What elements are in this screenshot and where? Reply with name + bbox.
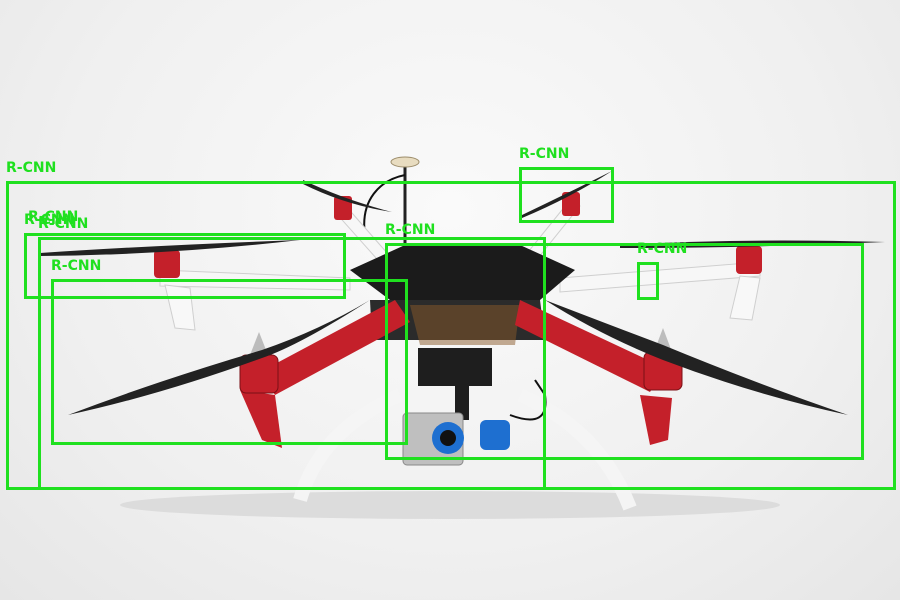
detection-label: R-CNN — [385, 222, 436, 238]
detection-label: R-CNN — [6, 160, 57, 176]
gps-puck — [390, 156, 420, 168]
gimbal-mount — [418, 348, 492, 386]
detection-label: R-CNN — [38, 216, 89, 232]
detection-label: R-CNN — [637, 241, 688, 257]
leg-front-left — [240, 390, 282, 448]
motor-back-cl — [334, 196, 352, 220]
cable — [363, 174, 406, 236]
motor-back-cr — [562, 192, 580, 216]
gimbal-motor — [480, 420, 510, 450]
detection-box — [519, 167, 614, 223]
leg-front-right — [640, 395, 672, 445]
motor-back-right — [736, 246, 762, 274]
detection-label: R-CNN — [28, 209, 79, 225]
detection-box — [637, 262, 659, 300]
detection-label: R-CNN — [24, 212, 75, 228]
wiring — [410, 305, 520, 345]
detection-label: R-CNN — [519, 146, 570, 162]
detection-box — [38, 237, 546, 490]
leg-back-right — [729, 275, 761, 321]
detection-box — [24, 233, 346, 299]
arm-front-left — [260, 300, 410, 395]
landing-gear — [293, 388, 637, 511]
gimbal-arm — [455, 380, 469, 420]
ground-shadow — [120, 491, 780, 519]
arm-front-right — [515, 300, 665, 392]
arm-back-right — [559, 261, 761, 293]
camera-lens-inner — [440, 430, 456, 446]
detection-box — [51, 279, 408, 445]
detection-box — [385, 243, 864, 460]
motor-front-left-cap — [250, 332, 268, 355]
motor-back-left — [154, 250, 180, 278]
detection-label: R-CNN — [51, 258, 102, 274]
prop-back-left — [40, 240, 300, 256]
